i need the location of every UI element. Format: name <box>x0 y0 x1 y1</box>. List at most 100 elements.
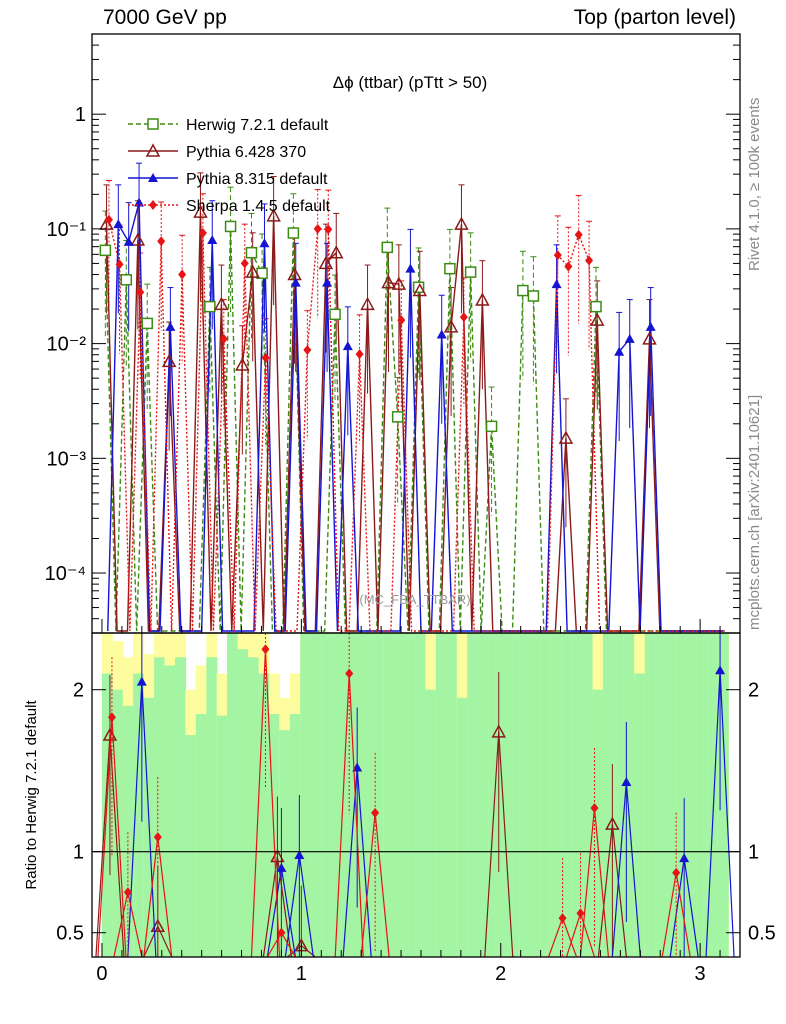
band-inner-bin <box>623 633 635 957</box>
ratio-line-segment <box>298 854 314 958</box>
band-inner-bin <box>206 657 218 957</box>
marker-triangle-open <box>245 264 260 278</box>
marker-diamond <box>564 261 573 272</box>
band-inner-bin <box>676 633 688 957</box>
band-inner-bin <box>602 633 614 957</box>
marker-triangle <box>624 333 635 343</box>
ratio-y-tick-label: 1 <box>748 842 759 864</box>
marker-diamond <box>371 807 380 818</box>
marker-diamond <box>136 287 145 298</box>
ratio-y-tick-label: 1 <box>73 842 84 864</box>
ratio-line-segment <box>360 812 376 958</box>
marker-square <box>329 308 341 321</box>
ratio-line-segment <box>561 917 578 958</box>
ratio-line-segment <box>250 649 267 958</box>
marker-triangle-open <box>235 357 250 371</box>
ratio-points <box>95 633 735 958</box>
marker-triangle <box>621 777 632 787</box>
band-inner-bin <box>550 633 562 957</box>
band-inner-bin <box>519 633 531 957</box>
band-inner-bin <box>644 633 656 957</box>
band-inner-bin <box>561 633 573 957</box>
marker-triangle-open <box>475 292 490 306</box>
marker-square <box>99 244 112 257</box>
marker-square <box>287 227 300 239</box>
band-inner-bin <box>101 673 113 957</box>
marker-diamond <box>261 644 270 655</box>
band-inner-bin <box>592 689 604 957</box>
ratio-line-segment <box>111 717 127 958</box>
marker-triangle-open <box>266 208 281 222</box>
marker-square <box>204 300 216 313</box>
marker-square <box>391 411 404 423</box>
marker-diamond <box>459 312 468 323</box>
band-inner-bin <box>613 633 625 957</box>
marker-square <box>224 220 237 233</box>
band-inner-bin <box>373 633 385 957</box>
ratio-uncertainty-bands <box>101 633 729 957</box>
x-tick-label: 2 <box>495 963 506 985</box>
marker-diamond <box>198 228 207 239</box>
chart-title: Δϕ (ttbar) (pTtt > 50) <box>333 73 488 92</box>
marker-diamond <box>261 352 270 363</box>
ratio-line-segment <box>348 673 364 958</box>
marker-triangle-open <box>193 204 208 218</box>
band-inner-bin <box>415 633 427 957</box>
ratio-line-segment <box>611 781 627 958</box>
ratio-y-axis-label: Ratio to Herwig 7.2.1 default <box>23 700 40 890</box>
marker-square <box>141 317 153 330</box>
band-inner-bin <box>300 633 312 957</box>
x-tick-label: 0 <box>96 963 107 985</box>
marker-diamond <box>397 315 406 326</box>
band-inner-bin <box>216 715 228 957</box>
marker-triangle <box>436 329 447 339</box>
marker-triangle <box>679 853 690 863</box>
ratio-line-segment <box>264 649 281 958</box>
marker-triangle-open <box>318 255 334 270</box>
marker-triangle-open <box>605 816 620 830</box>
marker-diamond <box>672 867 681 878</box>
ratio-line-segment <box>661 872 677 958</box>
series-lines <box>104 202 725 632</box>
band-inner-bin <box>696 633 708 957</box>
marker-triangle <box>551 279 562 289</box>
plot-frame <box>91 33 741 958</box>
marker-triangle <box>715 665 726 675</box>
marker-triangle-open <box>161 353 177 368</box>
marker-triangle-open <box>328 245 344 259</box>
band-inner-bin <box>185 735 197 957</box>
marker-triangle <box>322 277 333 287</box>
marker-diamond <box>153 832 162 843</box>
marker-triangle <box>259 238 270 248</box>
band-inner-bin <box>488 633 500 957</box>
marker-square <box>381 241 394 254</box>
marker-triangle-open <box>642 331 657 345</box>
ratio-line-segment <box>276 856 293 958</box>
ratio-line-segment <box>484 731 500 958</box>
marker-diamond <box>277 927 286 938</box>
marker-diamond <box>574 229 583 240</box>
legend: Herwig 7.2.1 default Pythia 6.428 370 Pyth… <box>128 117 331 215</box>
marker-square <box>517 284 529 297</box>
band-inner-bin <box>655 633 667 957</box>
ratio-line-segment <box>597 824 613 958</box>
band-inner-bin <box>383 633 395 957</box>
band-inner-bin <box>571 633 583 957</box>
band-inner-bin <box>289 714 301 957</box>
marker-diamond <box>157 236 166 247</box>
marker-triangle-open <box>589 312 605 326</box>
ratio-line-segment <box>266 932 282 958</box>
marker-square <box>120 274 133 286</box>
ratio-line-segment <box>625 781 641 958</box>
ratio-line-segment <box>97 717 113 958</box>
band-inner-bin <box>227 633 239 957</box>
ratio-line-segment <box>284 854 300 958</box>
ratio-line-segment <box>579 807 596 958</box>
marker-triangle <box>294 849 305 859</box>
band-inner-bin <box>310 633 322 957</box>
marker-triangle <box>342 341 353 351</box>
ratio-line-segment <box>157 837 173 958</box>
ratio-line-segment <box>498 731 514 958</box>
ratio-y-tick-label: 0.5 <box>748 923 776 945</box>
band-inner-bin <box>404 633 416 957</box>
